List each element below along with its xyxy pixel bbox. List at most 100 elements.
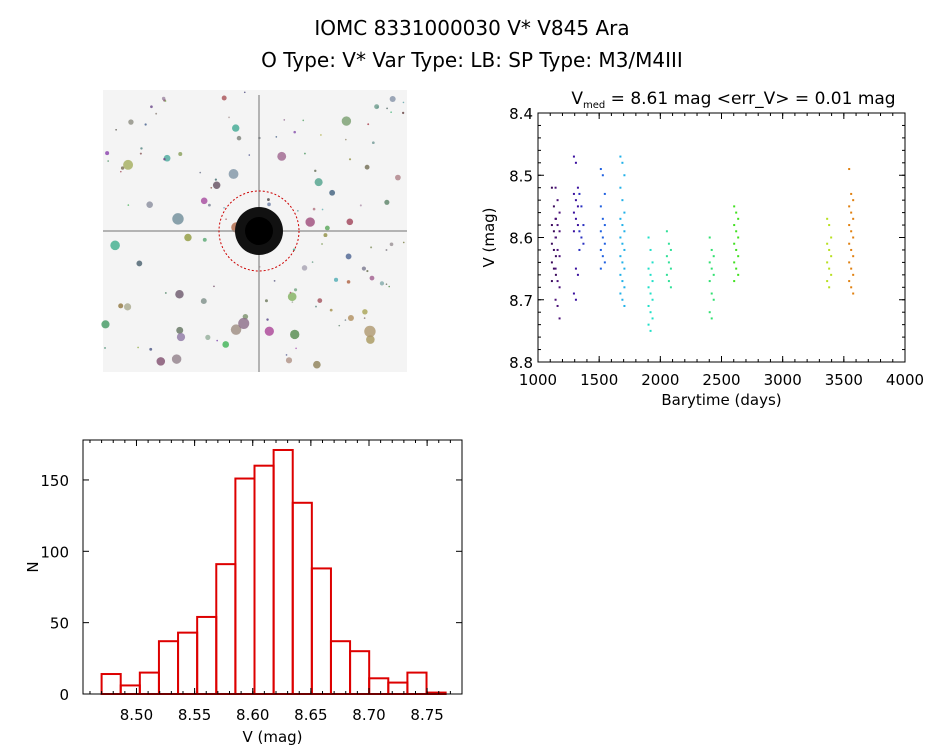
chart-title: Vmed = 8.61 mag <err_V> = 0.01 mag	[571, 89, 895, 111]
data-point	[737, 273, 740, 276]
histogram-bar	[310, 567, 332, 695]
histogram-bar	[177, 631, 199, 695]
data-point	[647, 304, 650, 307]
y-axis-label: N	[24, 561, 42, 572]
data-point	[649, 292, 652, 295]
data-point	[580, 236, 583, 239]
data-point	[850, 192, 853, 195]
data-point	[554, 186, 557, 189]
x-tick-label: 8.60	[236, 706, 269, 724]
x-tick-label: 3000	[764, 371, 802, 389]
data-point	[830, 236, 833, 239]
data-point	[572, 292, 575, 295]
data-point	[621, 261, 624, 264]
x-axis-label: V (mag)	[242, 728, 302, 746]
data-point	[667, 280, 670, 283]
data-point	[550, 242, 553, 245]
page-subtitle: O Type: V* Var Type: LB: SP Type: M3/M4I…	[261, 48, 683, 72]
data-point	[623, 248, 626, 251]
data-point	[550, 261, 553, 264]
data-point	[601, 236, 604, 239]
data-point	[574, 161, 577, 164]
data-point	[735, 230, 738, 233]
data-point	[647, 267, 650, 270]
y-tick-label: 50	[50, 615, 69, 633]
data-point	[850, 267, 853, 270]
y-tick-label: 150	[40, 472, 69, 490]
data-point	[735, 211, 738, 214]
data-point	[850, 286, 853, 289]
data-point	[708, 311, 711, 314]
data-point	[733, 205, 736, 208]
data-point	[554, 298, 557, 301]
x-tick-label: 1500	[580, 371, 618, 389]
data-point	[572, 155, 575, 158]
y-tick-label: 8.5	[509, 167, 533, 185]
data-point	[576, 186, 579, 189]
data-point	[619, 273, 622, 276]
data-point	[667, 242, 670, 245]
data-point	[651, 280, 654, 283]
data-point	[669, 286, 672, 289]
data-point	[852, 199, 855, 202]
data-point	[578, 230, 581, 233]
data-point	[733, 261, 736, 264]
x-axis-label: Barytime (days)	[661, 391, 781, 409]
data-point	[852, 292, 855, 295]
data-point	[850, 248, 853, 251]
histogram-bar	[387, 681, 409, 696]
data-point	[848, 168, 851, 171]
data-point	[558, 230, 561, 233]
data-point	[852, 236, 855, 239]
data-point	[576, 205, 579, 208]
data-point	[556, 248, 559, 251]
data-point	[552, 248, 555, 251]
data-point	[599, 205, 602, 208]
data-point	[572, 230, 575, 233]
data-point	[558, 286, 561, 289]
y-tick-label: 8.7	[509, 292, 533, 310]
data-point	[830, 255, 833, 258]
histogram-bar	[291, 501, 313, 696]
data-point	[848, 261, 851, 264]
data-point	[550, 186, 553, 189]
data-point	[733, 224, 736, 227]
histogram-bar	[157, 640, 180, 696]
data-point	[599, 267, 602, 270]
x-tick-label: 8.65	[294, 706, 327, 724]
data-point	[651, 298, 654, 301]
data-point	[552, 205, 555, 208]
histogram-bar	[272, 448, 294, 695]
data-point	[576, 273, 579, 276]
x-tick-label: 8.55	[178, 706, 211, 724]
data-point	[852, 273, 855, 276]
data-point	[554, 236, 557, 239]
data-point	[554, 267, 557, 270]
data-point	[554, 217, 557, 220]
x-tick-label: 8.50	[120, 706, 153, 724]
data-point	[708, 236, 711, 239]
data-point	[601, 255, 604, 258]
data-point	[599, 168, 602, 171]
data-point	[623, 211, 626, 214]
data-point	[735, 248, 738, 251]
data-point	[850, 211, 853, 214]
data-point	[828, 286, 831, 289]
plot-frame	[82, 439, 463, 695]
data-point	[647, 236, 650, 239]
data-point	[619, 217, 622, 220]
data-point	[852, 217, 855, 220]
data-point	[712, 298, 715, 301]
data-point	[848, 242, 851, 245]
data-point	[558, 211, 561, 214]
data-point	[828, 267, 831, 270]
data-point	[623, 174, 626, 177]
data-point	[826, 242, 829, 245]
y-tick-label: 100	[40, 543, 69, 561]
data-point	[737, 255, 740, 258]
y-axis-label: V (mag)	[480, 207, 498, 267]
data-point	[550, 224, 553, 227]
data-point	[667, 261, 670, 264]
histogram-bar	[349, 650, 371, 696]
